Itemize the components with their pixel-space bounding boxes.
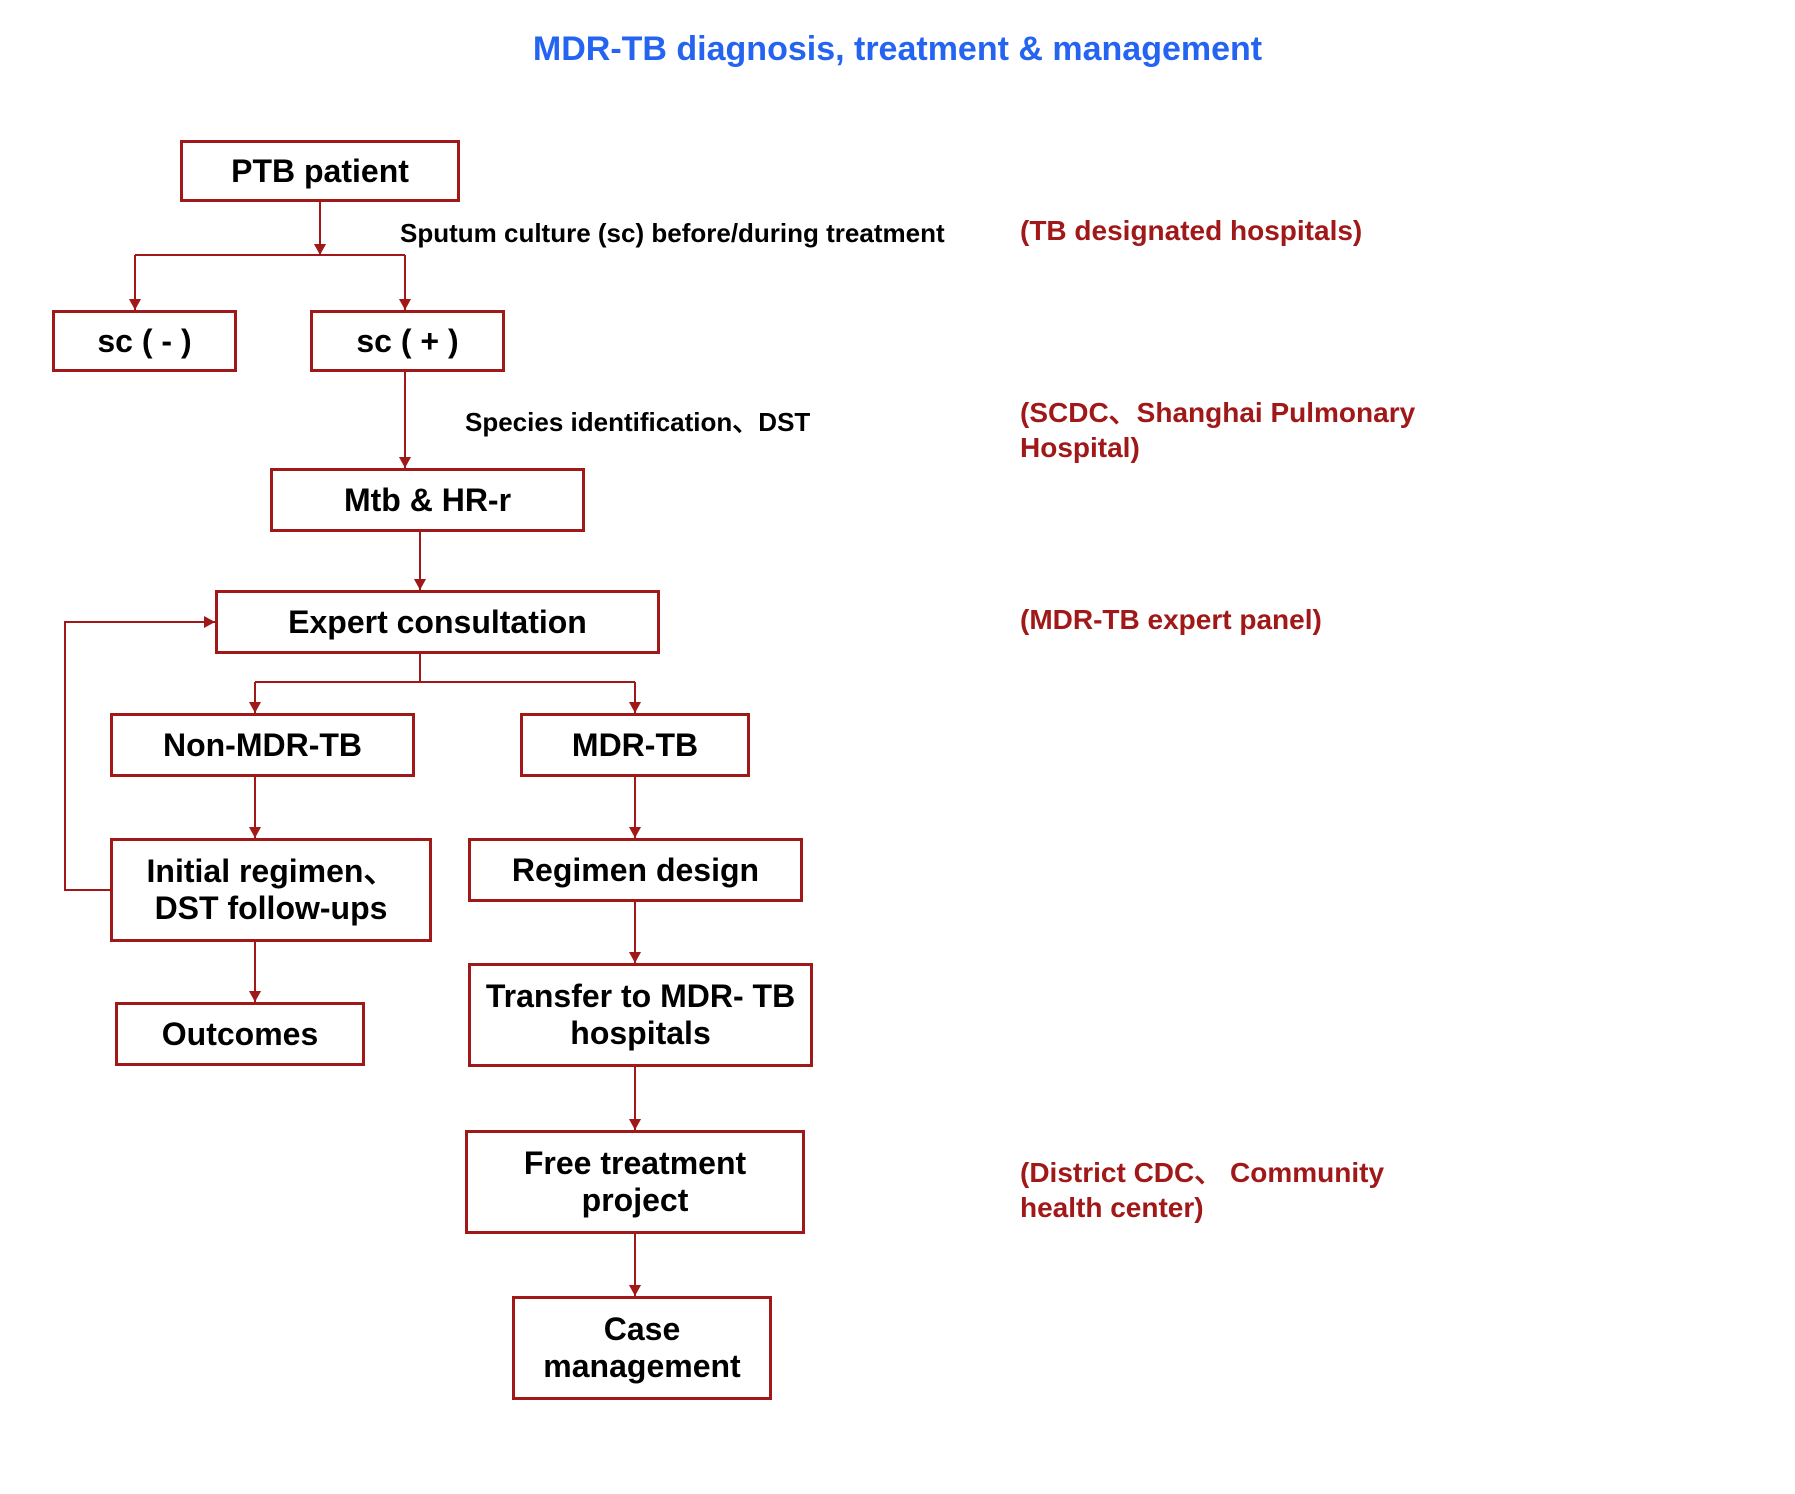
node-sc_neg: sc ( - )	[52, 310, 237, 372]
node-casemgmt: Case management	[512, 1296, 772, 1400]
annotation-a1: (TB designated hospitals)	[1020, 213, 1362, 248]
node-ptb: PTB patient	[180, 140, 460, 202]
node-expert: Expert consultation	[215, 590, 660, 654]
node-nonmdr: Non-MDR-TB	[110, 713, 415, 777]
node-outcomes: Outcomes	[115, 1002, 365, 1066]
node-initial: Initial regimen、 DST follow-ups	[110, 838, 432, 942]
node-transfer: Transfer to MDR- TB hospitals	[468, 963, 813, 1067]
annotation-a4: (District CDC、 Community health center)	[1020, 1155, 1440, 1225]
chart-title: MDR-TB diagnosis, treatment & management	[0, 30, 1795, 69]
node-regimen: Regimen design	[468, 838, 803, 902]
node-sc_pos: sc ( + )	[310, 310, 505, 372]
annotation-a2: (SCDC、Shanghai Pulmonary Hospital)	[1020, 395, 1450, 465]
annotation-a3: (MDR-TB expert panel)	[1020, 602, 1322, 637]
node-free: Free treatment project	[465, 1130, 805, 1234]
label-species: Species identification、DST	[465, 402, 810, 439]
node-mtb: Mtb & HR-r	[270, 468, 585, 532]
flowchart-canvas: MDR-TB diagnosis, treatment & management…	[0, 0, 1795, 1494]
node-mdr: MDR-TB	[520, 713, 750, 777]
label-sputum: Sputum culture (sc) before/during treatm…	[400, 218, 945, 249]
